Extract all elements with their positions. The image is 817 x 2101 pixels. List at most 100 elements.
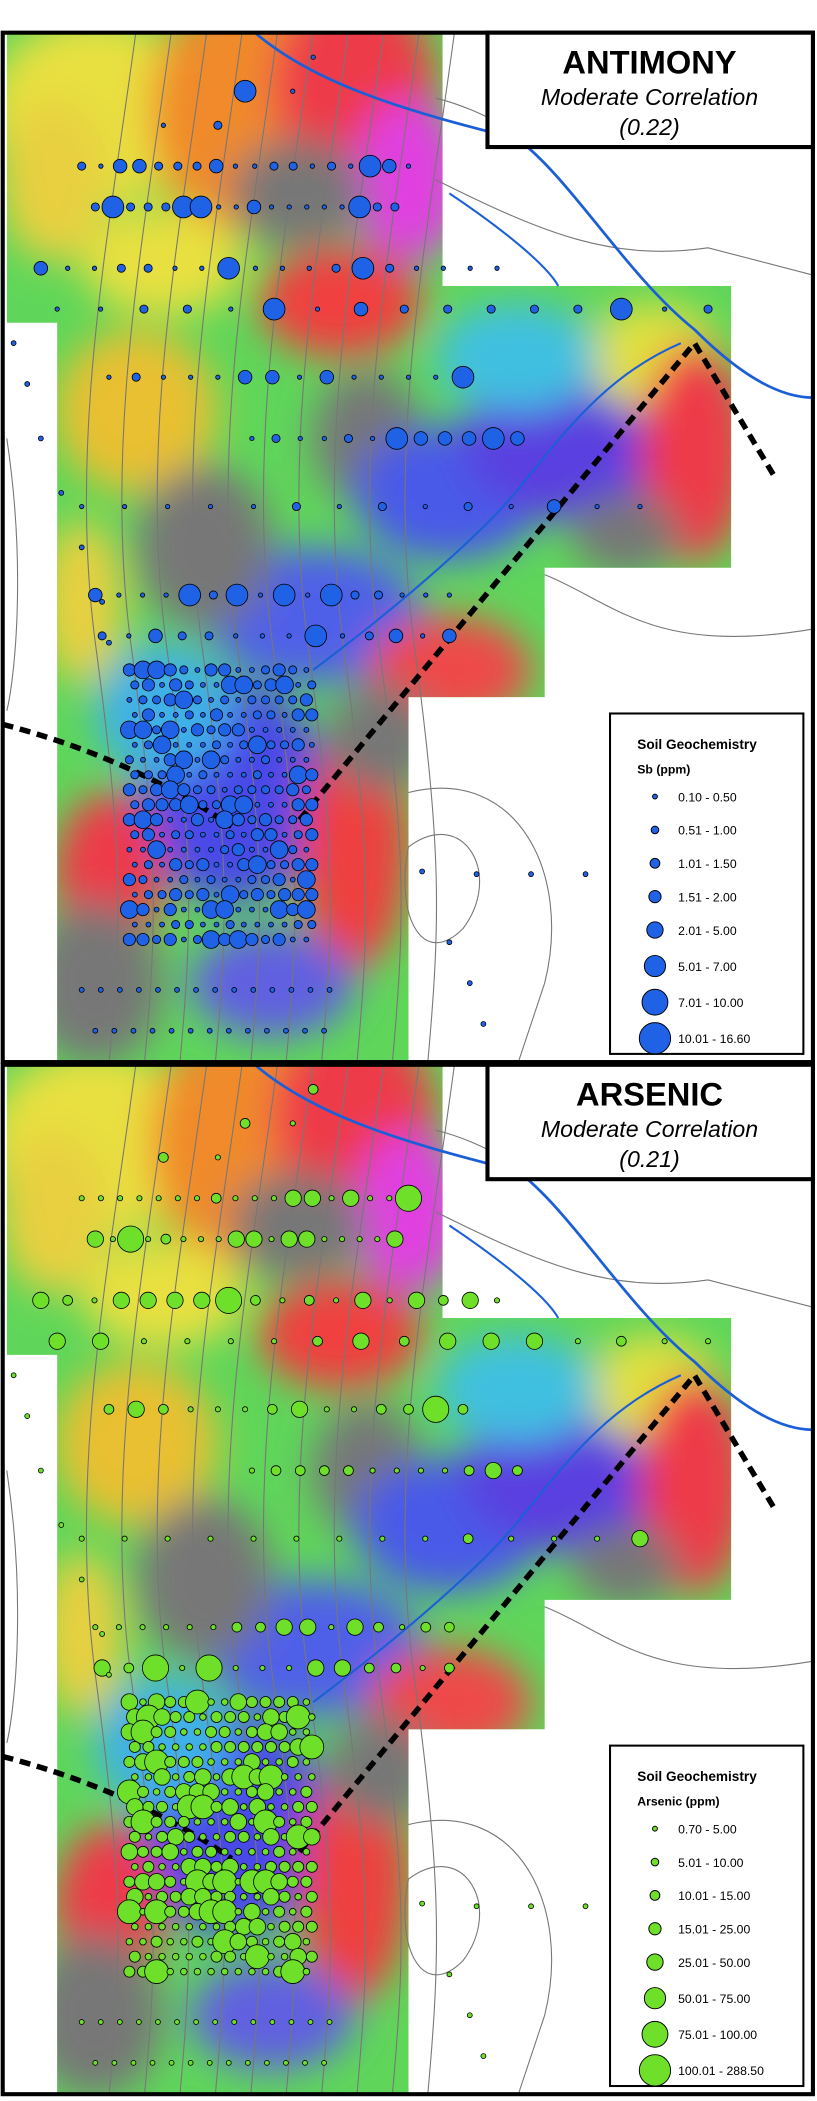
sample-point: [165, 1756, 176, 1767]
legend-symbol: [650, 858, 660, 868]
sample-point: [145, 1923, 152, 1930]
legend-symbol: [649, 891, 661, 903]
imagery-blob: [27, 901, 163, 1064]
sample-point: [205, 632, 213, 640]
sample-point: [117, 264, 125, 272]
sample-point: [305, 625, 327, 647]
sample-point: [260, 634, 264, 638]
contour-line: [436, 1212, 813, 1307]
sample-point: [139, 876, 147, 884]
sample-point: [154, 877, 159, 882]
sample-point: [233, 164, 237, 168]
sample-point: [181, 727, 186, 732]
sample-point: [195, 907, 200, 912]
sample-point: [236, 697, 241, 702]
sample-point: [232, 2020, 237, 2025]
sample-point: [187, 742, 192, 747]
sample-point: [327, 162, 335, 170]
sample-point: [150, 1028, 155, 1033]
sample-point: [148, 1874, 165, 1891]
sample-point: [485, 1462, 501, 1478]
sample-point: [221, 1849, 228, 1856]
sample-point: [226, 831, 234, 839]
sample-point: [132, 892, 137, 897]
sample-point: [474, 1904, 479, 1909]
sample-point: [178, 1906, 189, 1917]
sample-point: [249, 856, 267, 874]
sample-point: [185, 681, 193, 689]
sample-point: [232, 844, 244, 856]
sample-point: [329, 1625, 334, 1630]
sample-point: [248, 696, 256, 704]
sample-point: [141, 757, 146, 762]
sample-point: [200, 1923, 207, 1930]
correlation: (0.21): [619, 1146, 679, 1172]
sample-point: [99, 164, 103, 168]
sample-point: [319, 1466, 329, 1476]
sample-point: [246, 933, 258, 945]
sample-point: [153, 736, 171, 754]
sample-point: [123, 784, 135, 796]
sample-point: [172, 1863, 179, 1870]
sample-point: [298, 901, 316, 919]
sample-point: [228, 1339, 233, 1344]
sample-point: [132, 742, 137, 747]
imagery-blob: [136, 1498, 272, 1661]
sample-point: [213, 1774, 220, 1781]
sample-point: [124, 1876, 135, 1887]
sample-point: [92, 1333, 108, 1349]
sample-point: [129, 1831, 140, 1842]
sample-point: [158, 891, 166, 899]
sample-point: [225, 1712, 236, 1723]
sample-point: [354, 302, 368, 316]
sample-point: [399, 1625, 404, 1630]
sample-point: [225, 1831, 236, 1842]
sample-point: [93, 2060, 98, 2065]
sample-point: [251, 888, 263, 900]
sample-point: [340, 634, 344, 638]
sample-point: [389, 629, 403, 643]
sample-point: [376, 1404, 386, 1414]
sample-point: [274, 1816, 285, 1827]
sample-point: [289, 766, 307, 784]
sample-point: [268, 1804, 275, 1811]
contour-line: [409, 788, 552, 1065]
legend-label: 10.01 - 16.60: [678, 1032, 750, 1046]
sample-point: [423, 1396, 449, 1422]
sample-point: [236, 907, 241, 912]
sample-point: [423, 504, 427, 508]
sample-point: [197, 859, 209, 871]
sample-point: [168, 877, 173, 882]
sample-point: [213, 987, 218, 992]
sample-point: [188, 1407, 193, 1412]
sample-point: [324, 1407, 329, 1412]
sample-point: [116, 1625, 121, 1630]
sample-point: [271, 1339, 276, 1344]
sample-point: [199, 771, 207, 779]
sample-point: [282, 712, 287, 717]
sample-point: [286, 1665, 291, 1670]
legend-symbol: [651, 1858, 659, 1866]
sample-point: [253, 164, 257, 168]
sample-point: [221, 1819, 228, 1826]
sample-point: [322, 205, 326, 209]
sample-point: [132, 922, 137, 927]
sample-point: [704, 305, 712, 313]
sample-point: [281, 1804, 288, 1811]
sample-point: [269, 772, 274, 777]
sample-point: [221, 1968, 228, 1975]
sample-point: [153, 696, 161, 704]
sample-point: [303, 2060, 308, 2065]
sample-point: [304, 757, 309, 762]
imagery-blob: [436, 1334, 599, 1443]
sample-point: [222, 877, 227, 882]
sample-point: [208, 1536, 213, 1541]
sample-point: [251, 2020, 256, 2025]
sample-point: [378, 502, 386, 510]
sample-point: [131, 831, 139, 839]
sample-point: [248, 816, 256, 824]
sample-point: [156, 1196, 161, 1201]
sample-point: [232, 724, 244, 736]
sample-point: [263, 1888, 280, 1905]
